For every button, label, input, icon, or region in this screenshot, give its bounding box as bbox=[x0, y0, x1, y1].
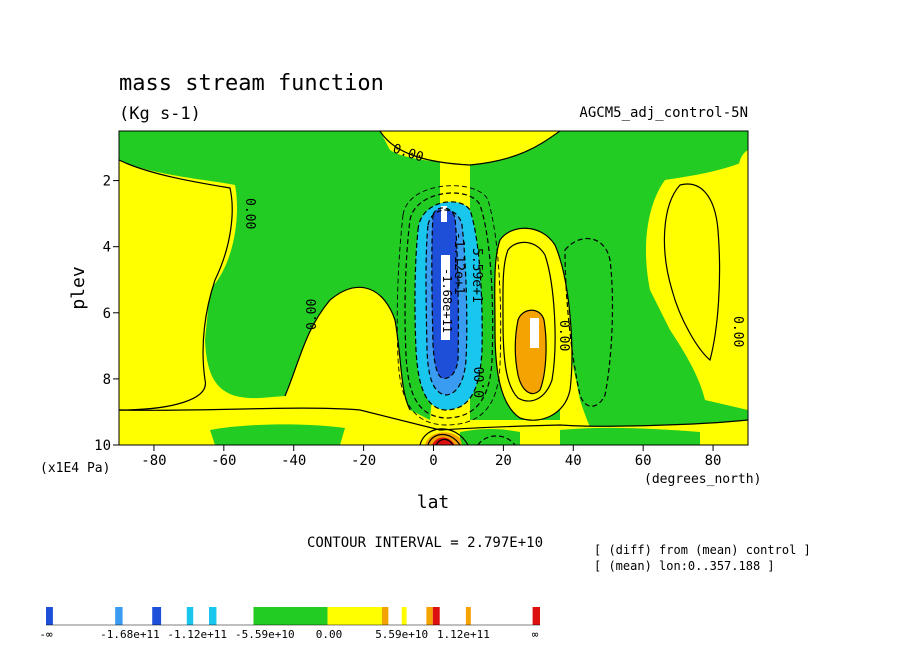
y-tick-label: 4 bbox=[103, 240, 111, 256]
negative-region-east bbox=[515, 131, 748, 445]
colorbar-tick-label: -∞ bbox=[39, 628, 53, 641]
colorbar-swatch bbox=[253, 607, 328, 625]
y-axis-units: (x1E4 Pa) bbox=[40, 461, 110, 476]
positive-region-east bbox=[664, 184, 720, 360]
note-mean: [ (mean) lon:0..357.188 ] bbox=[594, 559, 775, 573]
colorbar: -∞ -1.68e+11 -1.12e+11 -5.59e+10 0.00 5.59e+1… bbox=[39, 607, 540, 641]
note-diff: [ (diff) from (mean) control ] bbox=[594, 543, 811, 557]
contour-label: -1.68e+11 bbox=[440, 268, 454, 333]
colorbar-swatch bbox=[381, 607, 389, 625]
colorbar-tick-label: 0.00 bbox=[316, 628, 343, 641]
contour-label-group: 0.00 0.00 0.00 0.00 0.00 0.00 5.59e+1 -1… bbox=[242, 142, 745, 398]
x-tick-label: -80 bbox=[141, 453, 166, 469]
colorbar-tick-label: -1.12e+11 bbox=[167, 628, 227, 641]
contour-label: 0.00 bbox=[305, 299, 320, 330]
colorbar-tick-label: 5.59e+10 bbox=[375, 628, 428, 641]
positive-region-northwest bbox=[119, 160, 233, 410]
contour-label: 0.00 bbox=[730, 316, 745, 347]
colorbar-swatch bbox=[532, 607, 540, 625]
negative-region-surface-west bbox=[210, 424, 345, 445]
x-axis: -80 -60 -40 -20 0 20 40 60 80 bbox=[141, 445, 721, 469]
colorbar-swatch bbox=[115, 607, 123, 625]
negative-region-surface-east bbox=[560, 427, 700, 445]
x-axis-units: (degrees_north) bbox=[644, 472, 761, 487]
chart-units: (Kg s-1) bbox=[119, 104, 201, 124]
isolated-negative-cell bbox=[215, 324, 225, 361]
contour-label: 0.00 bbox=[242, 198, 257, 229]
colorbar-swatch bbox=[209, 607, 217, 625]
colorbar-tick-label: -5.59e+10 bbox=[235, 628, 295, 641]
colorbar-tick-label: -1.68e+11 bbox=[100, 628, 160, 641]
positive-region-right-edge bbox=[737, 150, 748, 230]
x-tick-label: 40 bbox=[565, 453, 582, 469]
negative-core-min-tick bbox=[441, 206, 447, 222]
y-axis: 2 4 6 8 10 bbox=[94, 174, 119, 454]
y-axis-label: plev bbox=[68, 266, 89, 309]
positive-region-north bbox=[380, 131, 560, 165]
x-axis-label: lat bbox=[417, 492, 450, 513]
negative-region-surface-mid bbox=[460, 429, 520, 445]
contour-label: 0.00 bbox=[556, 320, 571, 351]
y-tick-label: 6 bbox=[103, 306, 111, 322]
negative-core-min-bar bbox=[441, 255, 450, 340]
x-tick-label: 20 bbox=[495, 453, 512, 469]
contour-label: -1.12e+1 bbox=[451, 232, 466, 295]
colorbar-swatch bbox=[426, 607, 433, 625]
colorbar-swatch bbox=[401, 607, 407, 625]
contour-label: 5.59e+1 bbox=[469, 248, 484, 303]
contour-interval: CONTOUR INTERVAL = 2.797E+10 bbox=[307, 535, 543, 551]
contour-lines bbox=[119, 131, 748, 445]
colorbar-tick-label: ∞ bbox=[532, 628, 539, 641]
x-tick-label: 80 bbox=[705, 453, 722, 469]
x-tick-label: 60 bbox=[635, 453, 652, 469]
colorbar-swatch bbox=[46, 607, 53, 625]
y-tick-label: 8 bbox=[103, 372, 111, 388]
contour-field: 0.00 0.00 0.00 0.00 0.00 0.00 5.59e+1 -1… bbox=[119, 131, 748, 445]
negative-region-west bbox=[119, 131, 440, 420]
colorbar-swatch bbox=[327, 607, 382, 625]
colorbar-swatch bbox=[465, 607, 471, 625]
colorbar-swatch bbox=[186, 607, 194, 625]
chart-title: mass stream function bbox=[119, 71, 384, 96]
y-tick-label: 2 bbox=[103, 174, 111, 190]
run-label: AGCM5_adj_control-5N bbox=[579, 105, 748, 121]
y-tick-label: 10 bbox=[94, 438, 111, 454]
contour-label: 0.00 bbox=[473, 367, 488, 398]
colorbar-tick-label: 1.12e+11 bbox=[437, 628, 490, 641]
x-tick-label: -40 bbox=[281, 453, 306, 469]
colorbar-swatch bbox=[152, 607, 162, 625]
positive-core-max-bar bbox=[530, 318, 539, 348]
colorbar-swatch bbox=[432, 607, 440, 625]
x-tick-label: -60 bbox=[211, 453, 236, 469]
x-tick-label: -20 bbox=[351, 453, 376, 469]
x-tick-label: 0 bbox=[429, 453, 437, 469]
